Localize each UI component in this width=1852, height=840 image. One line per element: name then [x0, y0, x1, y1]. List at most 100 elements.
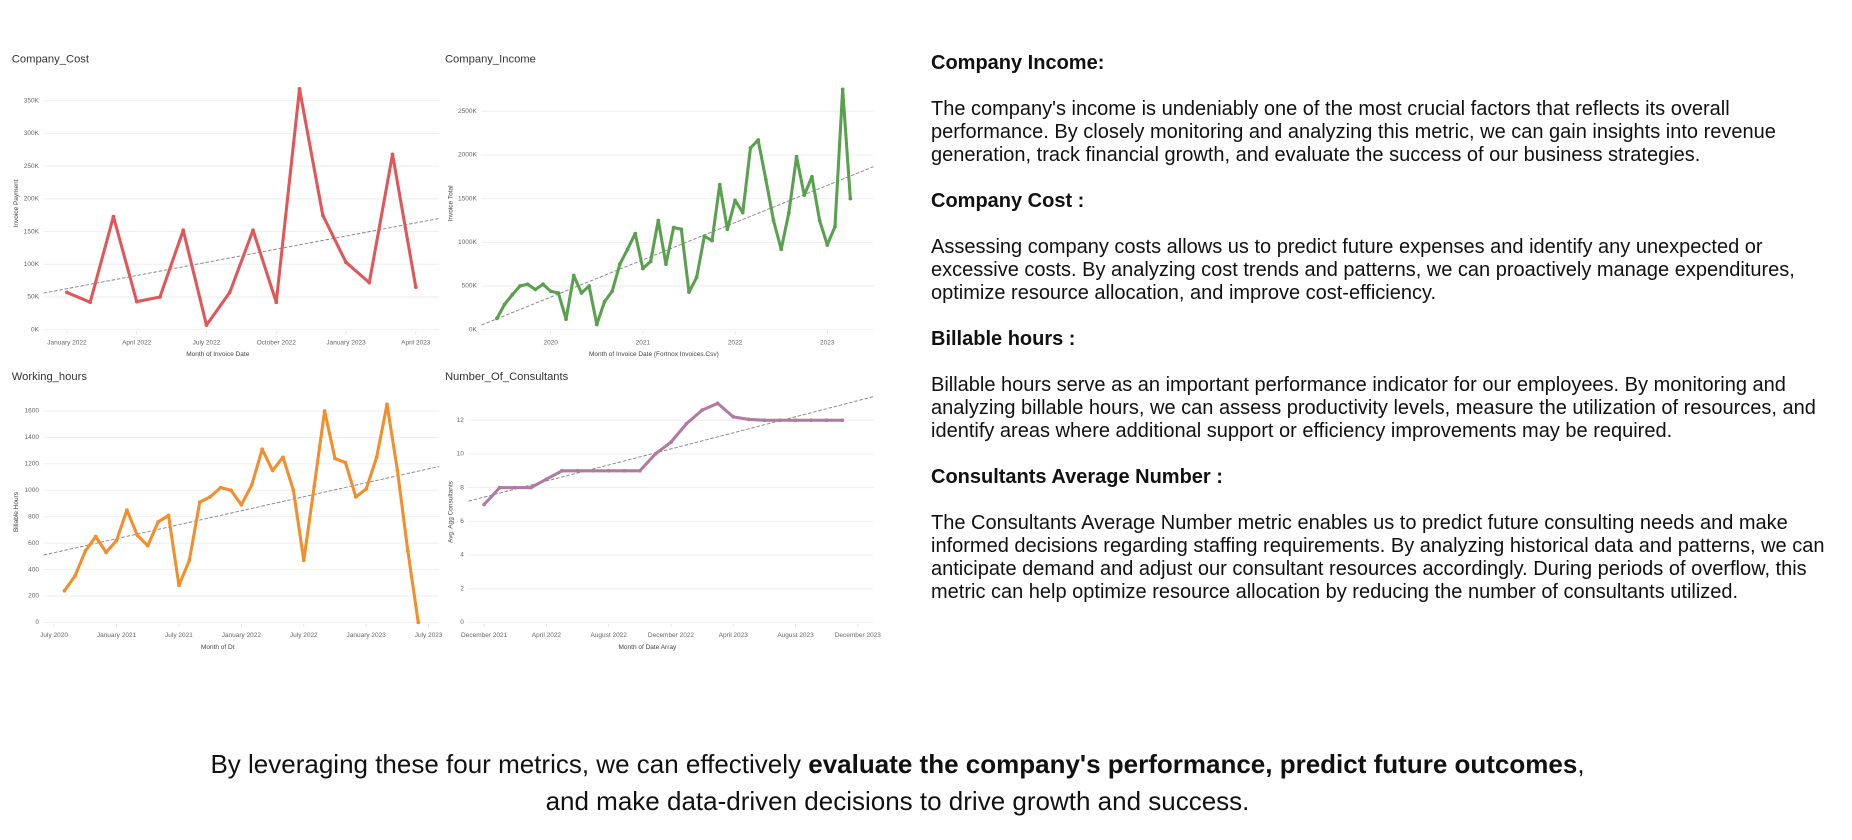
point: [560, 468, 564, 473]
point: [794, 154, 799, 159]
point: [625, 247, 630, 252]
x-axis-label: Month of Date Array: [619, 644, 677, 651]
point: [134, 299, 139, 304]
point: [679, 227, 684, 232]
y-tick-label: 2500K: [458, 108, 477, 115]
point: [320, 213, 325, 218]
point: [513, 485, 518, 490]
point: [786, 210, 791, 215]
point: [687, 290, 691, 295]
y-tick-label: 400: [28, 566, 39, 573]
point: [840, 87, 845, 92]
y-axis-label: Invoice Payment: [13, 179, 20, 227]
point: [395, 468, 400, 473]
line: [483, 401, 843, 506]
point: [702, 234, 707, 239]
point: [833, 224, 837, 229]
x-tick-label: December 2022: [648, 632, 695, 639]
point: [641, 266, 645, 271]
point: [622, 468, 627, 473]
x-tick-label: 2022: [728, 339, 743, 346]
point: [353, 494, 358, 499]
point: [633, 231, 638, 236]
y-tick-label: 1000K: [458, 239, 477, 246]
point: [367, 280, 372, 285]
point: [239, 502, 244, 507]
point: [748, 146, 753, 150]
x-tick-label: January 2023: [326, 339, 366, 346]
y-tick-label: 300K: [24, 130, 40, 137]
point: [208, 494, 213, 499]
point: [260, 447, 265, 452]
y-tick-label: 4: [460, 552, 464, 559]
point: [291, 488, 296, 493]
point: [715, 401, 720, 406]
x-axis-label: Month of Dt: [201, 644, 235, 651]
y-tick-label: 1400: [25, 434, 40, 441]
x-axis-label: Month of Invoice Date: [186, 351, 249, 358]
point: [482, 502, 487, 507]
point: [717, 182, 722, 187]
point: [114, 538, 119, 543]
y-tick-label: 8: [460, 484, 464, 491]
point: [197, 500, 202, 505]
point: [72, 574, 77, 579]
y-axis-label: Billable Hours: [13, 491, 20, 532]
point: [413, 285, 418, 290]
footer-text: By leveraging these four metrics, we can…: [210, 749, 809, 779]
point: [594, 322, 599, 327]
point: [740, 210, 745, 215]
y-tick-label: 150K: [24, 228, 40, 235]
chart-title: Company_Income: [445, 53, 536, 65]
point: [135, 533, 140, 538]
chart-title: Working_hours: [12, 371, 88, 383]
x-tick-label: October 2022: [257, 339, 297, 346]
y-tick-label: 1000: [25, 487, 40, 494]
footer-bold: evaluate the company's performance, pred…: [808, 749, 1578, 779]
point: [762, 418, 767, 423]
y-tick-label: 100K: [24, 261, 40, 268]
x-tick-label: August 2023: [777, 632, 814, 639]
point: [528, 485, 533, 490]
x-axis-label: Month of Invoice Date (Fortnox Invoices.…: [589, 351, 719, 358]
y-tick-label: 1200: [25, 461, 40, 468]
point: [733, 198, 737, 203]
chart-title: Company_Cost: [12, 53, 90, 65]
x-tick-label: July 2023: [415, 632, 443, 639]
point: [125, 508, 129, 512]
point: [270, 468, 275, 473]
point: [390, 152, 395, 157]
point: [111, 214, 116, 219]
x-tick-label: April 2022: [532, 632, 562, 639]
y-tick-label: 350K: [24, 97, 40, 104]
point: [497, 485, 502, 490]
point: [591, 468, 596, 473]
x-tick-label: January 2022: [222, 632, 262, 639]
point: [518, 284, 522, 288]
charts: Company_Cost0K50K100K150K200K250K300K350…: [12, 53, 881, 651]
trend-line: [43, 218, 440, 294]
point: [385, 402, 389, 407]
point: [416, 620, 421, 625]
point: [104, 550, 108, 555]
point: [778, 418, 782, 423]
point: [227, 290, 232, 295]
footer-line: and make data-driven decisions to drive …: [545, 786, 1250, 816]
point: [602, 299, 607, 304]
point: [65, 290, 69, 295]
point: [763, 177, 768, 182]
point: [495, 316, 499, 321]
point: [840, 418, 845, 423]
line: [495, 87, 852, 327]
x-tick-label: July 2021: [165, 632, 193, 639]
y-tick-label: 1500K: [458, 195, 477, 202]
y-tick-label: 2: [460, 585, 464, 592]
point: [364, 487, 369, 491]
point: [344, 260, 348, 265]
footer-line: By leveraging these four metrics, we can…: [0, 746, 1795, 783]
point: [177, 583, 181, 588]
point: [637, 468, 642, 473]
point: [548, 289, 553, 294]
y-tick-label: 600: [28, 540, 39, 547]
point: [848, 196, 853, 201]
